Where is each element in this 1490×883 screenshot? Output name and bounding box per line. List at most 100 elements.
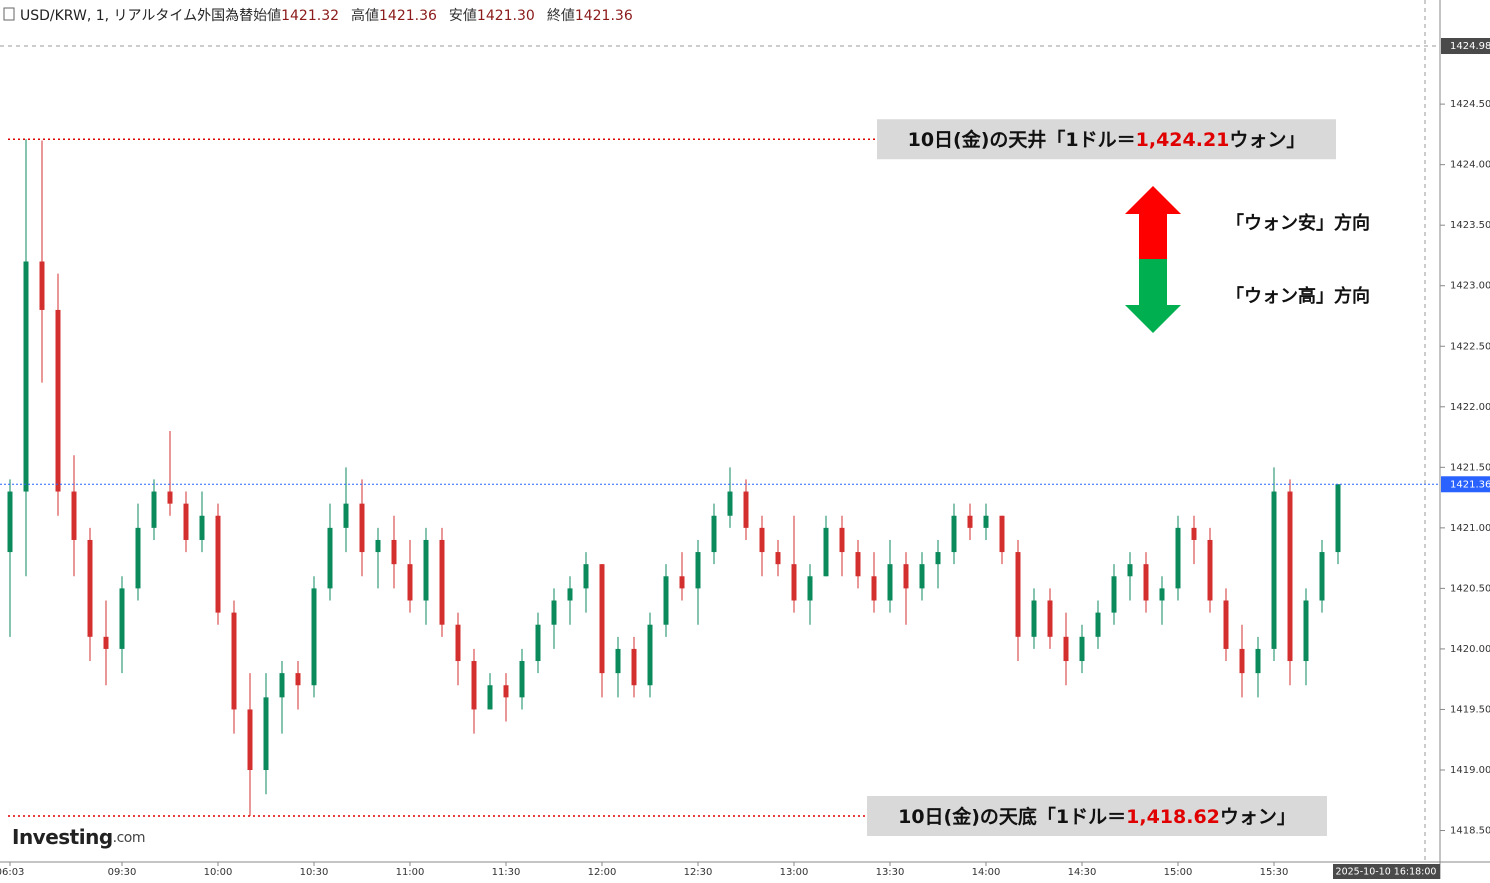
candle-body bbox=[279, 673, 285, 698]
candle-body bbox=[887, 564, 893, 601]
candle-body bbox=[7, 491, 13, 553]
candle-body bbox=[1127, 564, 1133, 577]
candle-body bbox=[215, 515, 221, 613]
candle-body bbox=[375, 539, 381, 553]
candle-body bbox=[695, 552, 701, 589]
candle-body bbox=[791, 564, 797, 601]
ohlc-value: 1421.36 bbox=[575, 8, 633, 24]
x-tick-label: 10:00 bbox=[204, 867, 233, 878]
candle-body bbox=[1079, 636, 1085, 662]
y-tick-label: 1420.00 bbox=[1450, 644, 1490, 655]
x-tick-label: 12:30 bbox=[684, 867, 713, 878]
ohlc-name: 始値 bbox=[253, 8, 281, 24]
candle-body bbox=[935, 552, 941, 565]
candle-body bbox=[1255, 648, 1261, 674]
candle-body bbox=[1335, 484, 1341, 553]
cursor-price-box bbox=[1441, 38, 1490, 55]
x-tick-label: 06:03 bbox=[0, 867, 24, 878]
annotation-prefix: 10日(金)の天井「1ドル＝ bbox=[908, 128, 1136, 151]
ohlc-name: 高値 bbox=[351, 7, 379, 24]
candle-body bbox=[1063, 636, 1069, 662]
candle-body bbox=[1271, 491, 1277, 649]
candle-body bbox=[759, 527, 765, 553]
annotation-prefix: 10日(金)の天底「1ドル＝ bbox=[898, 804, 1126, 827]
annotation-box bbox=[867, 795, 1327, 836]
x-tick-label: 15:30 bbox=[1260, 867, 1289, 878]
candle-body bbox=[471, 661, 477, 710]
candle-body bbox=[679, 576, 685, 589]
candle-body bbox=[1143, 564, 1149, 601]
annotation-box bbox=[877, 119, 1336, 160]
candle-body bbox=[455, 624, 461, 662]
x-tick-label: 14:30 bbox=[1068, 867, 1097, 878]
ohlc-name: 安値 bbox=[449, 8, 477, 24]
candle-body bbox=[727, 491, 733, 516]
candle-body bbox=[343, 503, 349, 528]
arrow-label: 「ウォン高」方向 bbox=[1226, 285, 1370, 307]
x-tick-label: 13:00 bbox=[780, 867, 809, 878]
annotation-text: 10日(金)の天井「1ドル＝1,424.21ウォン」 bbox=[908, 128, 1306, 151]
logo-suffix: .com bbox=[113, 830, 145, 846]
candle-body bbox=[1015, 552, 1021, 637]
candle-body bbox=[311, 588, 317, 686]
candle-body bbox=[1047, 600, 1053, 637]
arrow-label: 「ウォン安」方向 bbox=[1226, 212, 1370, 234]
candle-body bbox=[423, 539, 429, 601]
annotation-suffix: ウォン」 bbox=[1220, 805, 1296, 827]
candle-body bbox=[711, 515, 717, 553]
cursor-price-label: 1424.98 bbox=[1450, 41, 1490, 52]
candle-body bbox=[919, 564, 925, 589]
last-price-label: 1421.36 bbox=[1450, 479, 1490, 490]
candle-body bbox=[119, 588, 125, 649]
y-tick-label: 1422.50 bbox=[1450, 341, 1490, 352]
candle-body bbox=[55, 309, 61, 492]
y-tick-label: 1423.50 bbox=[1450, 220, 1490, 231]
cursor-time-label: 2025-10-10 16:18:00 bbox=[1336, 867, 1437, 878]
annotation-suffix: ウォン」 bbox=[1229, 129, 1305, 151]
candle-body bbox=[327, 527, 333, 589]
candle-body bbox=[967, 515, 973, 528]
y-tick-label: 1422.00 bbox=[1450, 402, 1490, 413]
y-tick-label: 1424.50 bbox=[1450, 99, 1490, 110]
candle-body bbox=[775, 552, 781, 565]
candle-body bbox=[1191, 527, 1197, 540]
header: USD/KRW, 1, リアルタイム外国為替始値1421.32 高値 1421.36… bbox=[20, 7, 633, 24]
x-tick-label: 10:30 bbox=[300, 867, 329, 878]
candle-body bbox=[1031, 600, 1037, 637]
candle-body bbox=[823, 527, 829, 577]
ohlc-name: 終値 bbox=[547, 8, 575, 24]
candle-body bbox=[1159, 588, 1165, 601]
y-tick-label: 1421.50 bbox=[1450, 462, 1490, 473]
candle-body bbox=[951, 515, 957, 553]
candle-body bbox=[583, 564, 589, 589]
y-tick-label: 1424.00 bbox=[1450, 160, 1490, 171]
last-price-box bbox=[1441, 476, 1490, 493]
symbol: USD/KRW, 1, リアルタイム外国為替 bbox=[20, 8, 253, 24]
candle-body bbox=[743, 491, 749, 528]
candle-body bbox=[1303, 600, 1309, 662]
candle-body bbox=[519, 661, 525, 698]
y-tick-label: 1419.50 bbox=[1450, 704, 1490, 715]
candle-body bbox=[1111, 576, 1117, 613]
candle-body bbox=[871, 576, 877, 601]
collapse-icon[interactable] bbox=[3, 7, 15, 21]
x-tick-label: 09:30 bbox=[108, 867, 137, 878]
ohlc-value: 1421.32 bbox=[281, 8, 339, 24]
candle-body bbox=[295, 673, 301, 686]
candle-body bbox=[1239, 648, 1245, 674]
candle-body bbox=[359, 503, 365, 553]
annotation-value: 1,418.62 bbox=[1126, 805, 1220, 827]
candle-body bbox=[535, 624, 541, 662]
x-tick-label: 15:00 bbox=[1164, 867, 1193, 878]
candle-body bbox=[231, 612, 237, 710]
candle-body bbox=[551, 600, 557, 625]
up-arrow bbox=[1125, 186, 1181, 259]
candle-body bbox=[151, 491, 157, 528]
y-tick-label: 1418.50 bbox=[1450, 826, 1490, 837]
candle-body bbox=[199, 515, 205, 540]
candle-body bbox=[1319, 552, 1325, 601]
candle-body bbox=[23, 261, 29, 492]
logo-main: Investing bbox=[12, 825, 113, 849]
candle-body bbox=[407, 564, 413, 601]
